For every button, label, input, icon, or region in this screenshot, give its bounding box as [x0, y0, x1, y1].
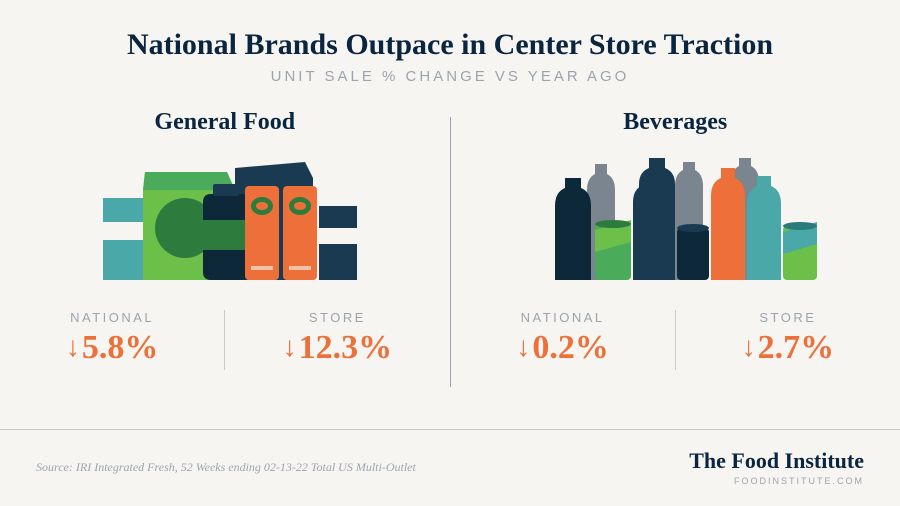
stat-value: ↓5.8% — [0, 329, 224, 367]
stat-label: NATIONAL — [451, 310, 675, 325]
stat-label: STORE — [676, 310, 900, 325]
stat-national: NATIONAL ↓0.2% — [451, 310, 675, 370]
header: National Brands Outpace in Center Store … — [0, 0, 900, 85]
brand-block: The Food Institute FOODINSTITUTE.COM — [689, 448, 864, 486]
stats-row: NATIONAL ↓0.2% STORE ↓2.7% — [451, 310, 900, 370]
panel-title: Beverages — [623, 109, 727, 136]
footer: Source: IRI Integrated Fresh, 52 Weeks e… — [0, 429, 900, 506]
stat-store: STORE ↓2.7% — [676, 310, 900, 370]
page-subtitle: UNIT SALE % CHANGE VS YEAR AGO — [0, 68, 900, 85]
panel-title: General Food — [154, 109, 295, 136]
beverages-illustration — [525, 150, 825, 290]
food-illustration — [85, 150, 365, 290]
brand-url: FOODINSTITUTE.COM — [689, 476, 864, 486]
panel-general-food: General Food — [0, 109, 450, 409]
page-title: National Brands Outpace in Center Store … — [0, 28, 900, 62]
down-arrow-icon: ↓ — [516, 331, 530, 363]
down-arrow-icon: ↓ — [66, 331, 80, 363]
stats-row: NATIONAL ↓5.8% STORE ↓12.3% — [0, 310, 450, 370]
panels-container: General Food — [0, 109, 900, 409]
stat-label: STORE — [225, 310, 449, 325]
stat-label: NATIONAL — [0, 310, 224, 325]
brand-name: The Food Institute — [689, 448, 864, 474]
stat-national: NATIONAL ↓5.8% — [0, 310, 224, 370]
panel-beverages: Beverages — [451, 109, 900, 409]
down-arrow-icon: ↓ — [742, 331, 756, 363]
down-arrow-icon: ↓ — [283, 331, 297, 363]
stat-value: ↓0.2% — [451, 329, 675, 367]
stat-store: STORE ↓12.3% — [225, 310, 449, 370]
source-text: Source: IRI Integrated Fresh, 52 Weeks e… — [36, 460, 416, 475]
stat-value: ↓12.3% — [225, 329, 449, 367]
stat-value: ↓2.7% — [676, 329, 900, 367]
